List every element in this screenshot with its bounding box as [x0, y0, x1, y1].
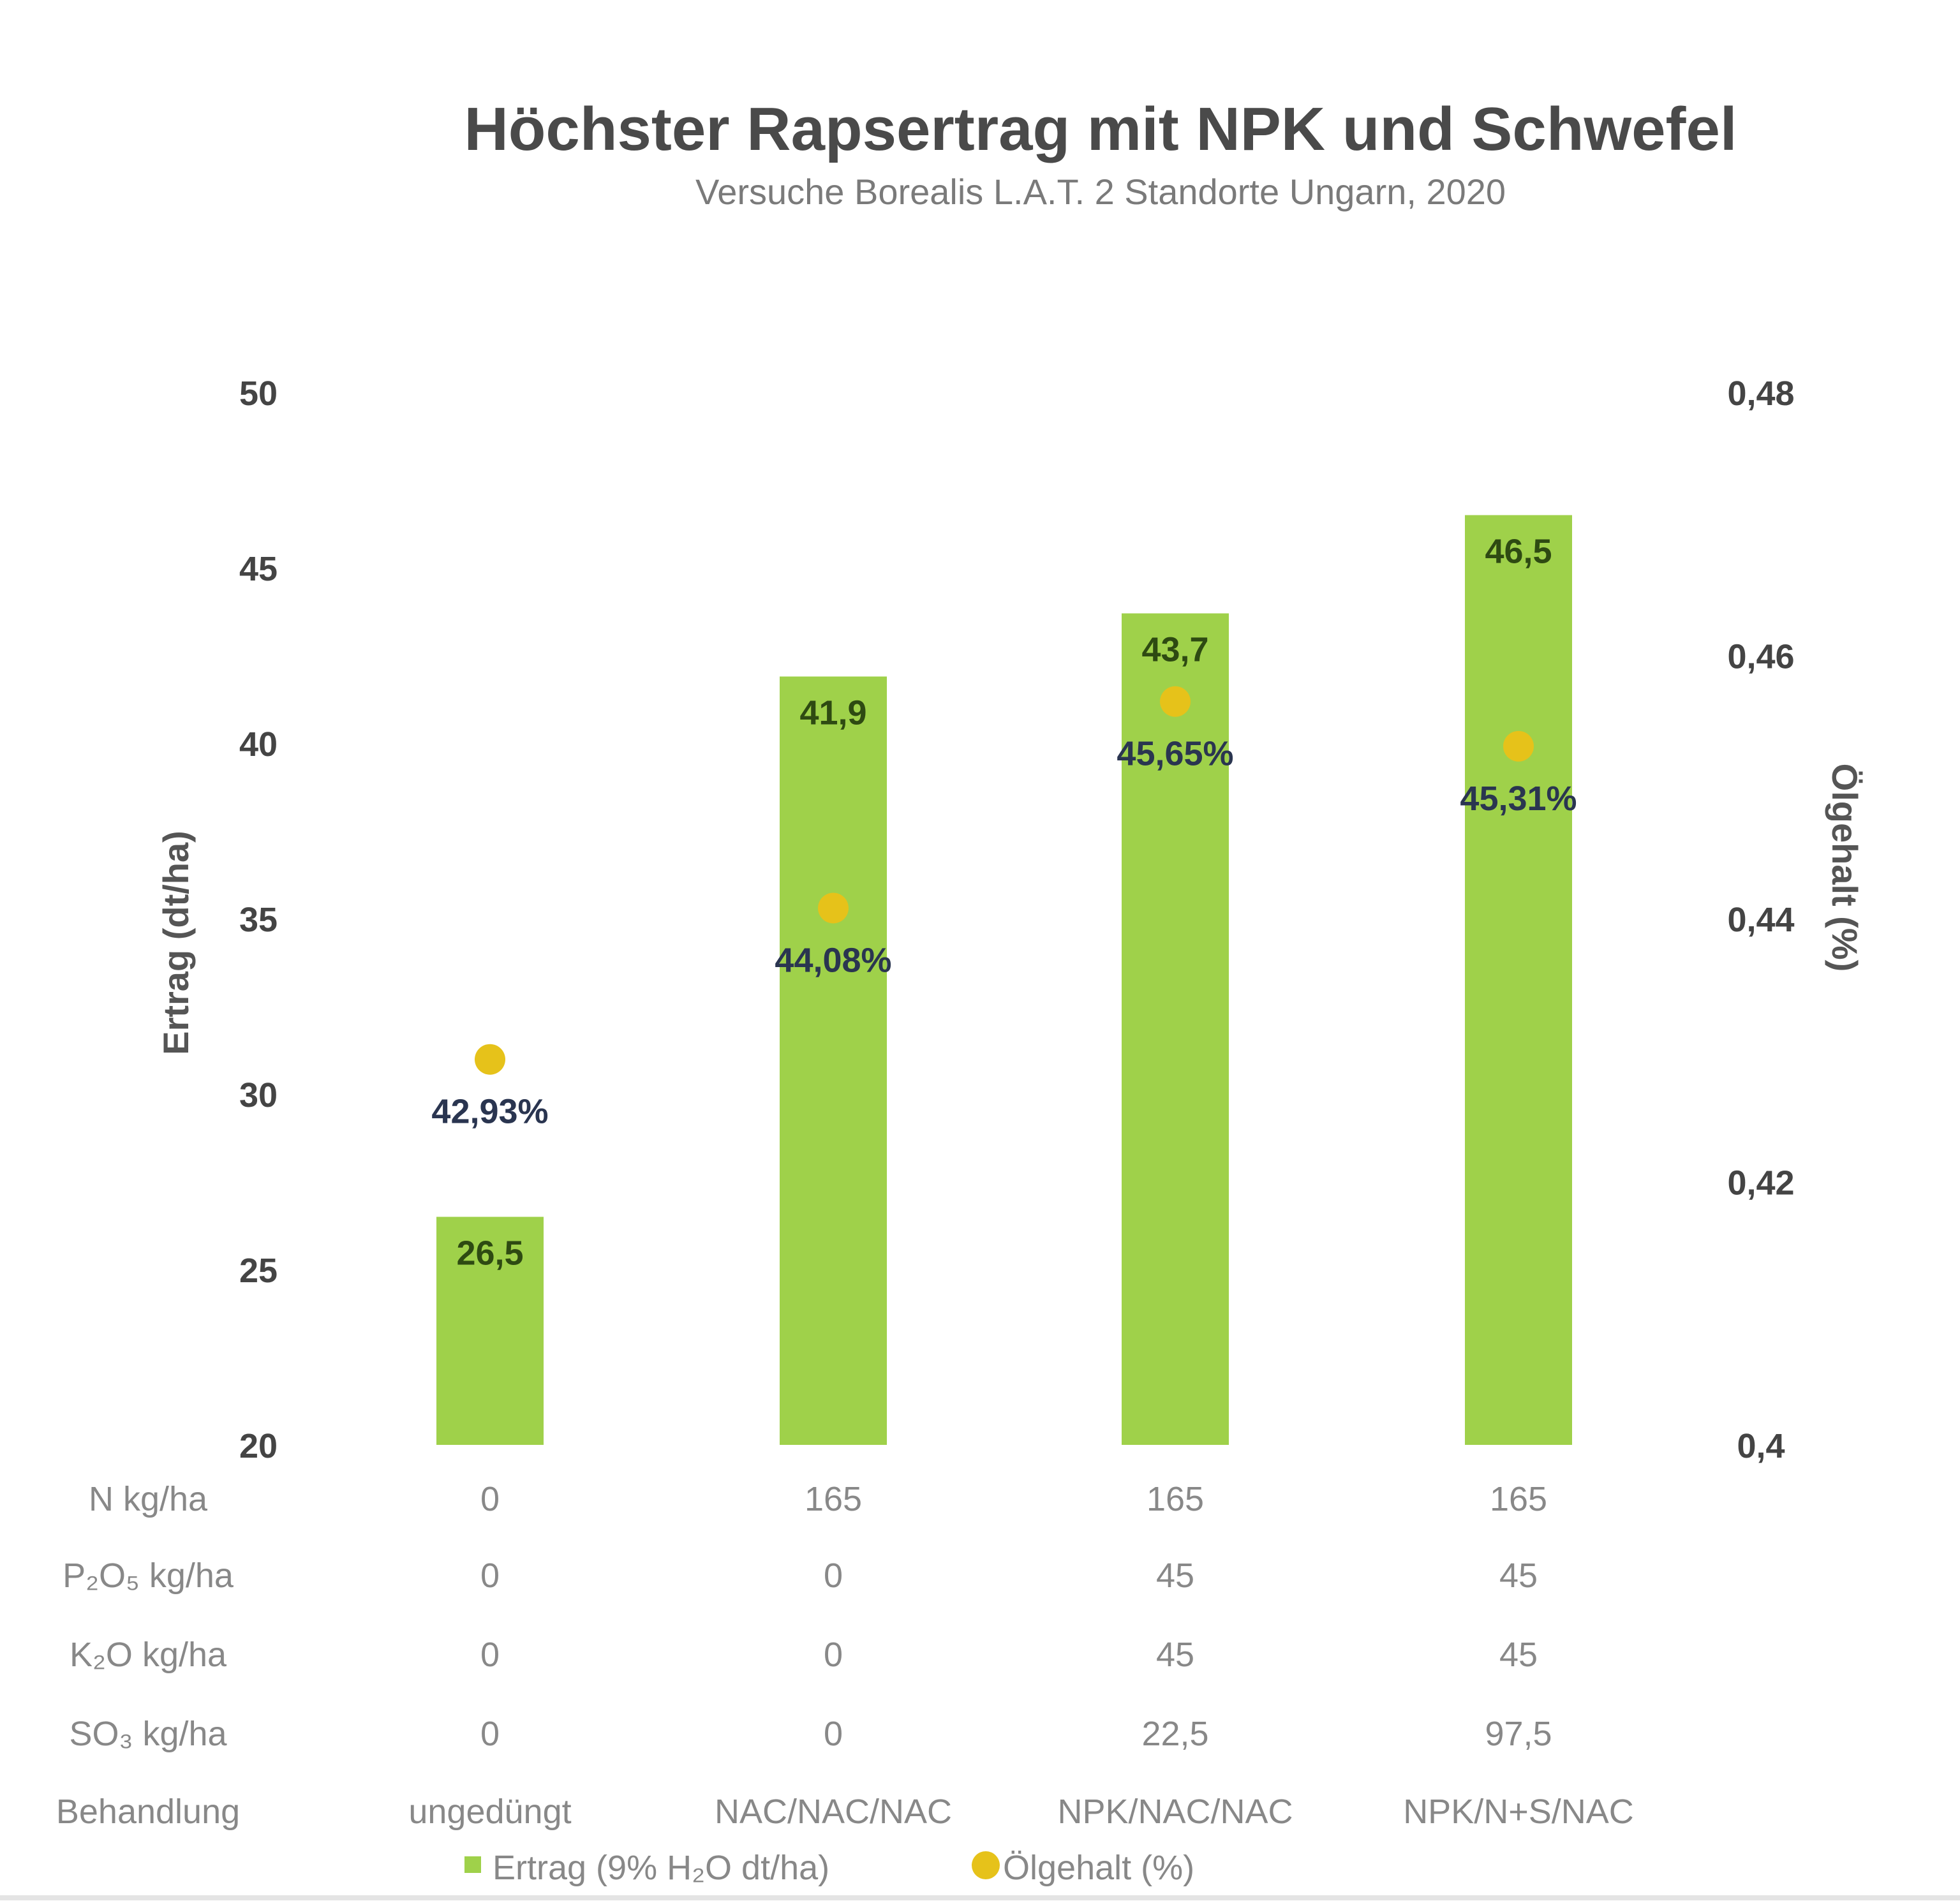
y-axis-right-label: Ölgehalt (%) — [1825, 764, 1865, 972]
legend-swatch-ertrag — [464, 1856, 481, 1873]
table-cell: 0 — [824, 1715, 843, 1753]
table-cell: 0 — [480, 1715, 500, 1753]
table-cell: 0 — [480, 1480, 500, 1518]
x-category-label: NPK/NAC/NAC — [1057, 1793, 1293, 1831]
y-tick-label: 40 — [239, 725, 278, 764]
y-tick-label: 45 — [239, 550, 278, 588]
table-row-label: N kg/ha — [89, 1480, 208, 1518]
y-right-tick-label: 0,42 — [1727, 1164, 1794, 1202]
bar-data-label: 43,7 — [1141, 631, 1208, 669]
y-axis-label: Ertrag (dt/ha) — [156, 831, 196, 1055]
oil-point — [1160, 686, 1191, 717]
bar-data-label: 46,5 — [1485, 533, 1552, 571]
table-cell: 165 — [805, 1480, 862, 1518]
oil-data-label: 45,31% — [1460, 780, 1577, 818]
table-cell: 0 — [824, 1557, 843, 1595]
oil-data-label: 45,65% — [1117, 735, 1233, 773]
table-cell: 0 — [480, 1636, 500, 1674]
table-row-label: SO₃ kg/ha — [69, 1715, 227, 1753]
y-right-tick-label: 0,48 — [1727, 374, 1794, 413]
x-category-label: NPK/N+S/NAC — [1403, 1793, 1634, 1831]
table-cell: 45 — [1499, 1636, 1538, 1674]
y-right-tick-label: 0,46 — [1727, 638, 1794, 676]
category-row-label: Behandlung — [56, 1793, 240, 1831]
bar — [1122, 613, 1229, 1445]
table-cell: 165 — [1490, 1480, 1547, 1518]
legend-swatch-oil — [972, 1851, 1000, 1879]
table-cell: 97,5 — [1485, 1715, 1552, 1753]
bar-data-label: 26,5 — [456, 1234, 523, 1273]
table-cell: 45 — [1156, 1636, 1194, 1674]
oil-data-label: 44,08% — [775, 942, 891, 980]
y-tick-label: 30 — [239, 1076, 278, 1114]
y-tick-label: 25 — [239, 1252, 278, 1290]
legend-label-oil: Ölgehalt (%) — [1003, 1849, 1194, 1887]
chart-title: Höchster Rapsertrag mit NPK und Schwefel — [464, 95, 1737, 163]
table-cell: 45 — [1156, 1557, 1194, 1595]
oil-point — [818, 892, 849, 924]
table-cell: 165 — [1147, 1480, 1204, 1518]
oil-data-label: 42,93% — [431, 1093, 548, 1131]
bar — [436, 1217, 544, 1445]
table-row-label: K₂O kg/ha — [70, 1636, 227, 1674]
y-right-tick-label: 0,4 — [1737, 1427, 1785, 1465]
y-right-tick-label: 0,44 — [1727, 901, 1794, 939]
bar — [780, 676, 887, 1445]
oil-point — [1503, 730, 1534, 762]
x-category-label: NAC/NAC/NAC — [715, 1793, 952, 1831]
y-tick-label: 20 — [239, 1427, 278, 1465]
table-row-label: P₂O₅ kg/ha — [63, 1557, 234, 1595]
table-cell: 22,5 — [1141, 1715, 1208, 1753]
bar-data-label: 41,9 — [799, 694, 866, 732]
bar — [1465, 515, 1572, 1445]
table-cell: 45 — [1499, 1557, 1538, 1595]
chart-subtitle: Versuche Borealis L.A.T. 2 Standorte Ung… — [695, 172, 1506, 212]
table-cell: 0 — [480, 1557, 500, 1595]
oil-point — [475, 1044, 505, 1075]
legend-label-ertrag: Ertrag (9% H₂O dt/ha) — [493, 1849, 829, 1887]
x-category-label: ungedüngt — [408, 1793, 571, 1831]
y-tick-label: 50 — [239, 374, 278, 413]
y-tick-label: 35 — [239, 901, 278, 939]
table-cell: 0 — [824, 1636, 843, 1674]
